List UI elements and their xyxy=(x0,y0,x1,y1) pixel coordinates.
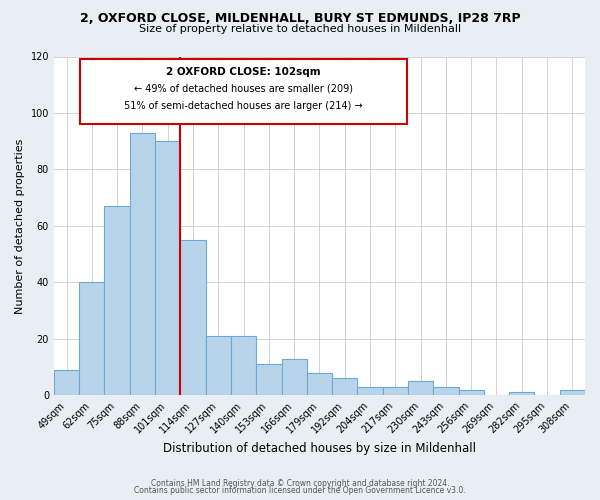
Bar xyxy=(206,336,231,396)
Text: 51% of semi-detached houses are larger (214) →: 51% of semi-detached houses are larger (… xyxy=(124,101,363,111)
Bar xyxy=(560,390,585,396)
X-axis label: Distribution of detached houses by size in Mildenhall: Distribution of detached houses by size … xyxy=(163,442,476,455)
Bar xyxy=(332,378,358,396)
Bar xyxy=(383,387,408,396)
Bar xyxy=(79,282,104,396)
Y-axis label: Number of detached properties: Number of detached properties xyxy=(15,138,25,314)
Text: Contains public sector information licensed under the Open Government Licence v3: Contains public sector information licen… xyxy=(134,486,466,495)
Bar xyxy=(408,381,433,396)
Bar xyxy=(307,372,332,396)
Bar xyxy=(231,336,256,396)
Bar xyxy=(358,387,383,396)
Bar xyxy=(256,364,281,396)
Bar xyxy=(155,141,181,396)
Bar xyxy=(104,206,130,396)
Bar xyxy=(54,370,79,396)
Text: 2 OXFORD CLOSE: 102sqm: 2 OXFORD CLOSE: 102sqm xyxy=(166,67,321,77)
Text: Contains HM Land Registry data © Crown copyright and database right 2024.: Contains HM Land Registry data © Crown c… xyxy=(151,478,449,488)
Bar xyxy=(181,240,206,396)
Bar xyxy=(281,358,307,396)
Bar xyxy=(433,387,458,396)
Bar xyxy=(509,392,535,396)
Text: 2, OXFORD CLOSE, MILDENHALL, BURY ST EDMUNDS, IP28 7RP: 2, OXFORD CLOSE, MILDENHALL, BURY ST EDM… xyxy=(80,12,520,26)
Bar xyxy=(130,132,155,396)
Bar xyxy=(458,390,484,396)
FancyBboxPatch shape xyxy=(80,60,407,124)
Text: ← 49% of detached houses are smaller (209): ← 49% of detached houses are smaller (20… xyxy=(134,84,353,94)
Text: Size of property relative to detached houses in Mildenhall: Size of property relative to detached ho… xyxy=(139,24,461,34)
